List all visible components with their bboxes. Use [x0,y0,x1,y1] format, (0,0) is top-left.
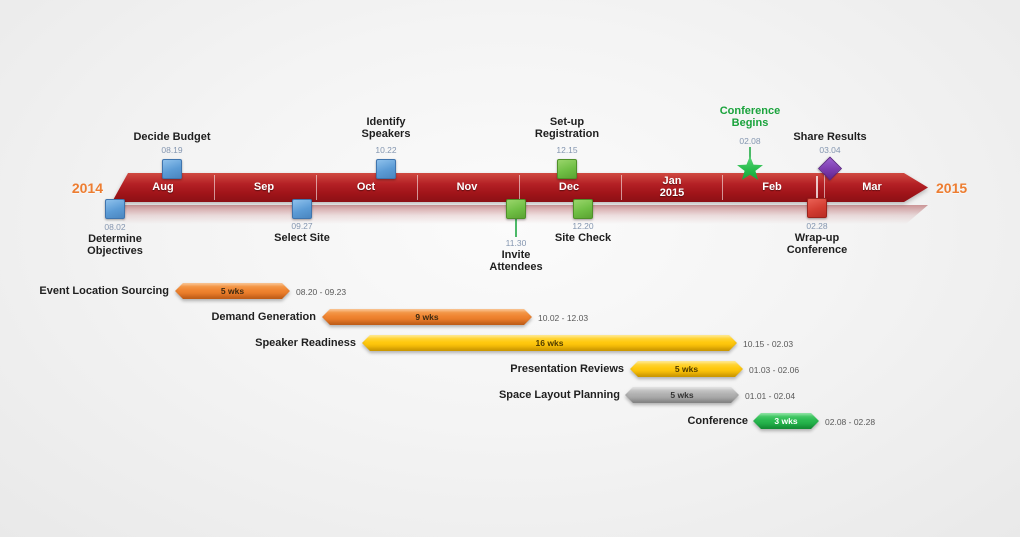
month-label-aug: Aug [152,180,174,193]
month-separator [519,175,520,199]
milestone-date: 09.27 [291,221,313,231]
task-bar: 5 wks [630,361,743,377]
milestone-square-icon [292,199,312,219]
task-bar-shape: 5 wks [625,387,739,403]
timeline-band: Aug Sep Oct Nov Dec Jan 2015 Feb Mar [112,173,928,202]
month-label-jan-2015: Jan 2015 [659,174,685,199]
milestone-square-icon [162,159,182,179]
task-date-range: 08.20 - 09.23 [296,287,347,297]
milestone-label: Determine Objectives [87,233,143,258]
month-separator [621,175,622,199]
milestone-label: Site Check [554,232,612,244]
milestone-date: 03.04 [819,145,841,155]
month-separator [722,175,723,199]
milestone-date: 12.20 [572,221,594,231]
task-duration: 5 wks [674,364,699,374]
task-label: Space Layout Planning [498,389,620,401]
milestone-connector-line [749,147,751,161]
task-duration: 16 wks [535,338,564,348]
task-duration: 5 wks [670,390,694,400]
task-label: Speaker Readiness [255,337,356,349]
task-date-range: 10.15 - 02.03 [743,339,794,349]
milestone-label: Invite Attendees [489,249,543,274]
milestone-label: Select Site [274,232,330,244]
milestone-date: 02.08 [739,136,761,146]
milestone-label: Set-up Registration [534,116,600,141]
milestone-date: 08.19 [161,145,183,155]
milestone-square-icon [573,199,593,219]
milestone-square-icon [506,199,526,219]
task-duration: 3 wks [774,416,798,426]
milestone-date: 12.15 [556,145,578,155]
year-end-label: 2015 [936,180,968,196]
task-label: Presentation Reviews [510,363,624,375]
month-label-mar: Mar [862,180,882,193]
task-bar: 9 wks [322,309,532,325]
milestone-date: 08.02 [104,222,126,232]
month-label-oct: Oct [356,180,376,193]
milestone-connector-line [515,215,517,237]
month-label-feb: Feb [762,180,782,193]
milestone-square-icon [376,159,396,179]
task-date-range: 01.03 - 02.06 [749,365,800,375]
task-date-range: 10.02 - 12.03 [538,313,589,323]
task-duration: 5 wks [220,286,245,296]
task-bar: 16 wks [362,335,737,351]
task-bar: 3 wks [753,413,819,429]
milestone-label: Decide Budget [133,131,211,143]
milestone-label: Share Results [793,131,867,143]
milestone-date: 10.22 [375,145,397,155]
task-date-range: 02.08 - 02.28 [825,417,876,427]
task-duration: 9 wks [415,312,439,322]
task-date-range: 01.01 - 02.04 [745,391,796,401]
month-separator [417,175,418,199]
task-label: Demand Generation [211,311,316,323]
milestone-square-icon [807,198,827,218]
month-label-sep: Sep [253,180,275,193]
milestone-square-icon [105,199,125,219]
milestone-label: Identify Speakers [361,116,411,141]
task-label: Event Location Sourcing [39,285,169,297]
task-bar-shape: 5 wks [630,361,743,377]
task-bar: 5 wks [175,283,290,299]
timeline-band-shape: Aug Sep Oct Nov Dec Jan 2015 Feb Mar [112,173,928,202]
milestone-date: 02.28 [806,221,828,231]
task-bar-shape: 16 wks [362,335,737,351]
task-bar-shape: 5 wks [175,283,290,299]
task-bar-shape: 3 wks [753,413,819,429]
milestone-square-icon [557,159,577,179]
milestone-date: 11.30 [505,238,527,248]
task-label: Conference [687,415,748,427]
month-label-dec: Dec [558,180,580,193]
month-separator [316,175,317,199]
month-separator [824,175,825,199]
month-label-nov: Nov [456,180,478,193]
task-bar-shape: 9 wks [322,309,532,325]
year-start-label: 2014 [71,180,103,196]
month-separator [214,175,215,199]
milestone-label: Wrap-up Conference [786,232,848,257]
milestone-connector-line [816,176,818,200]
milestone-label: Conference Begins [719,105,781,130]
task-bar: 5 wks [625,387,739,403]
